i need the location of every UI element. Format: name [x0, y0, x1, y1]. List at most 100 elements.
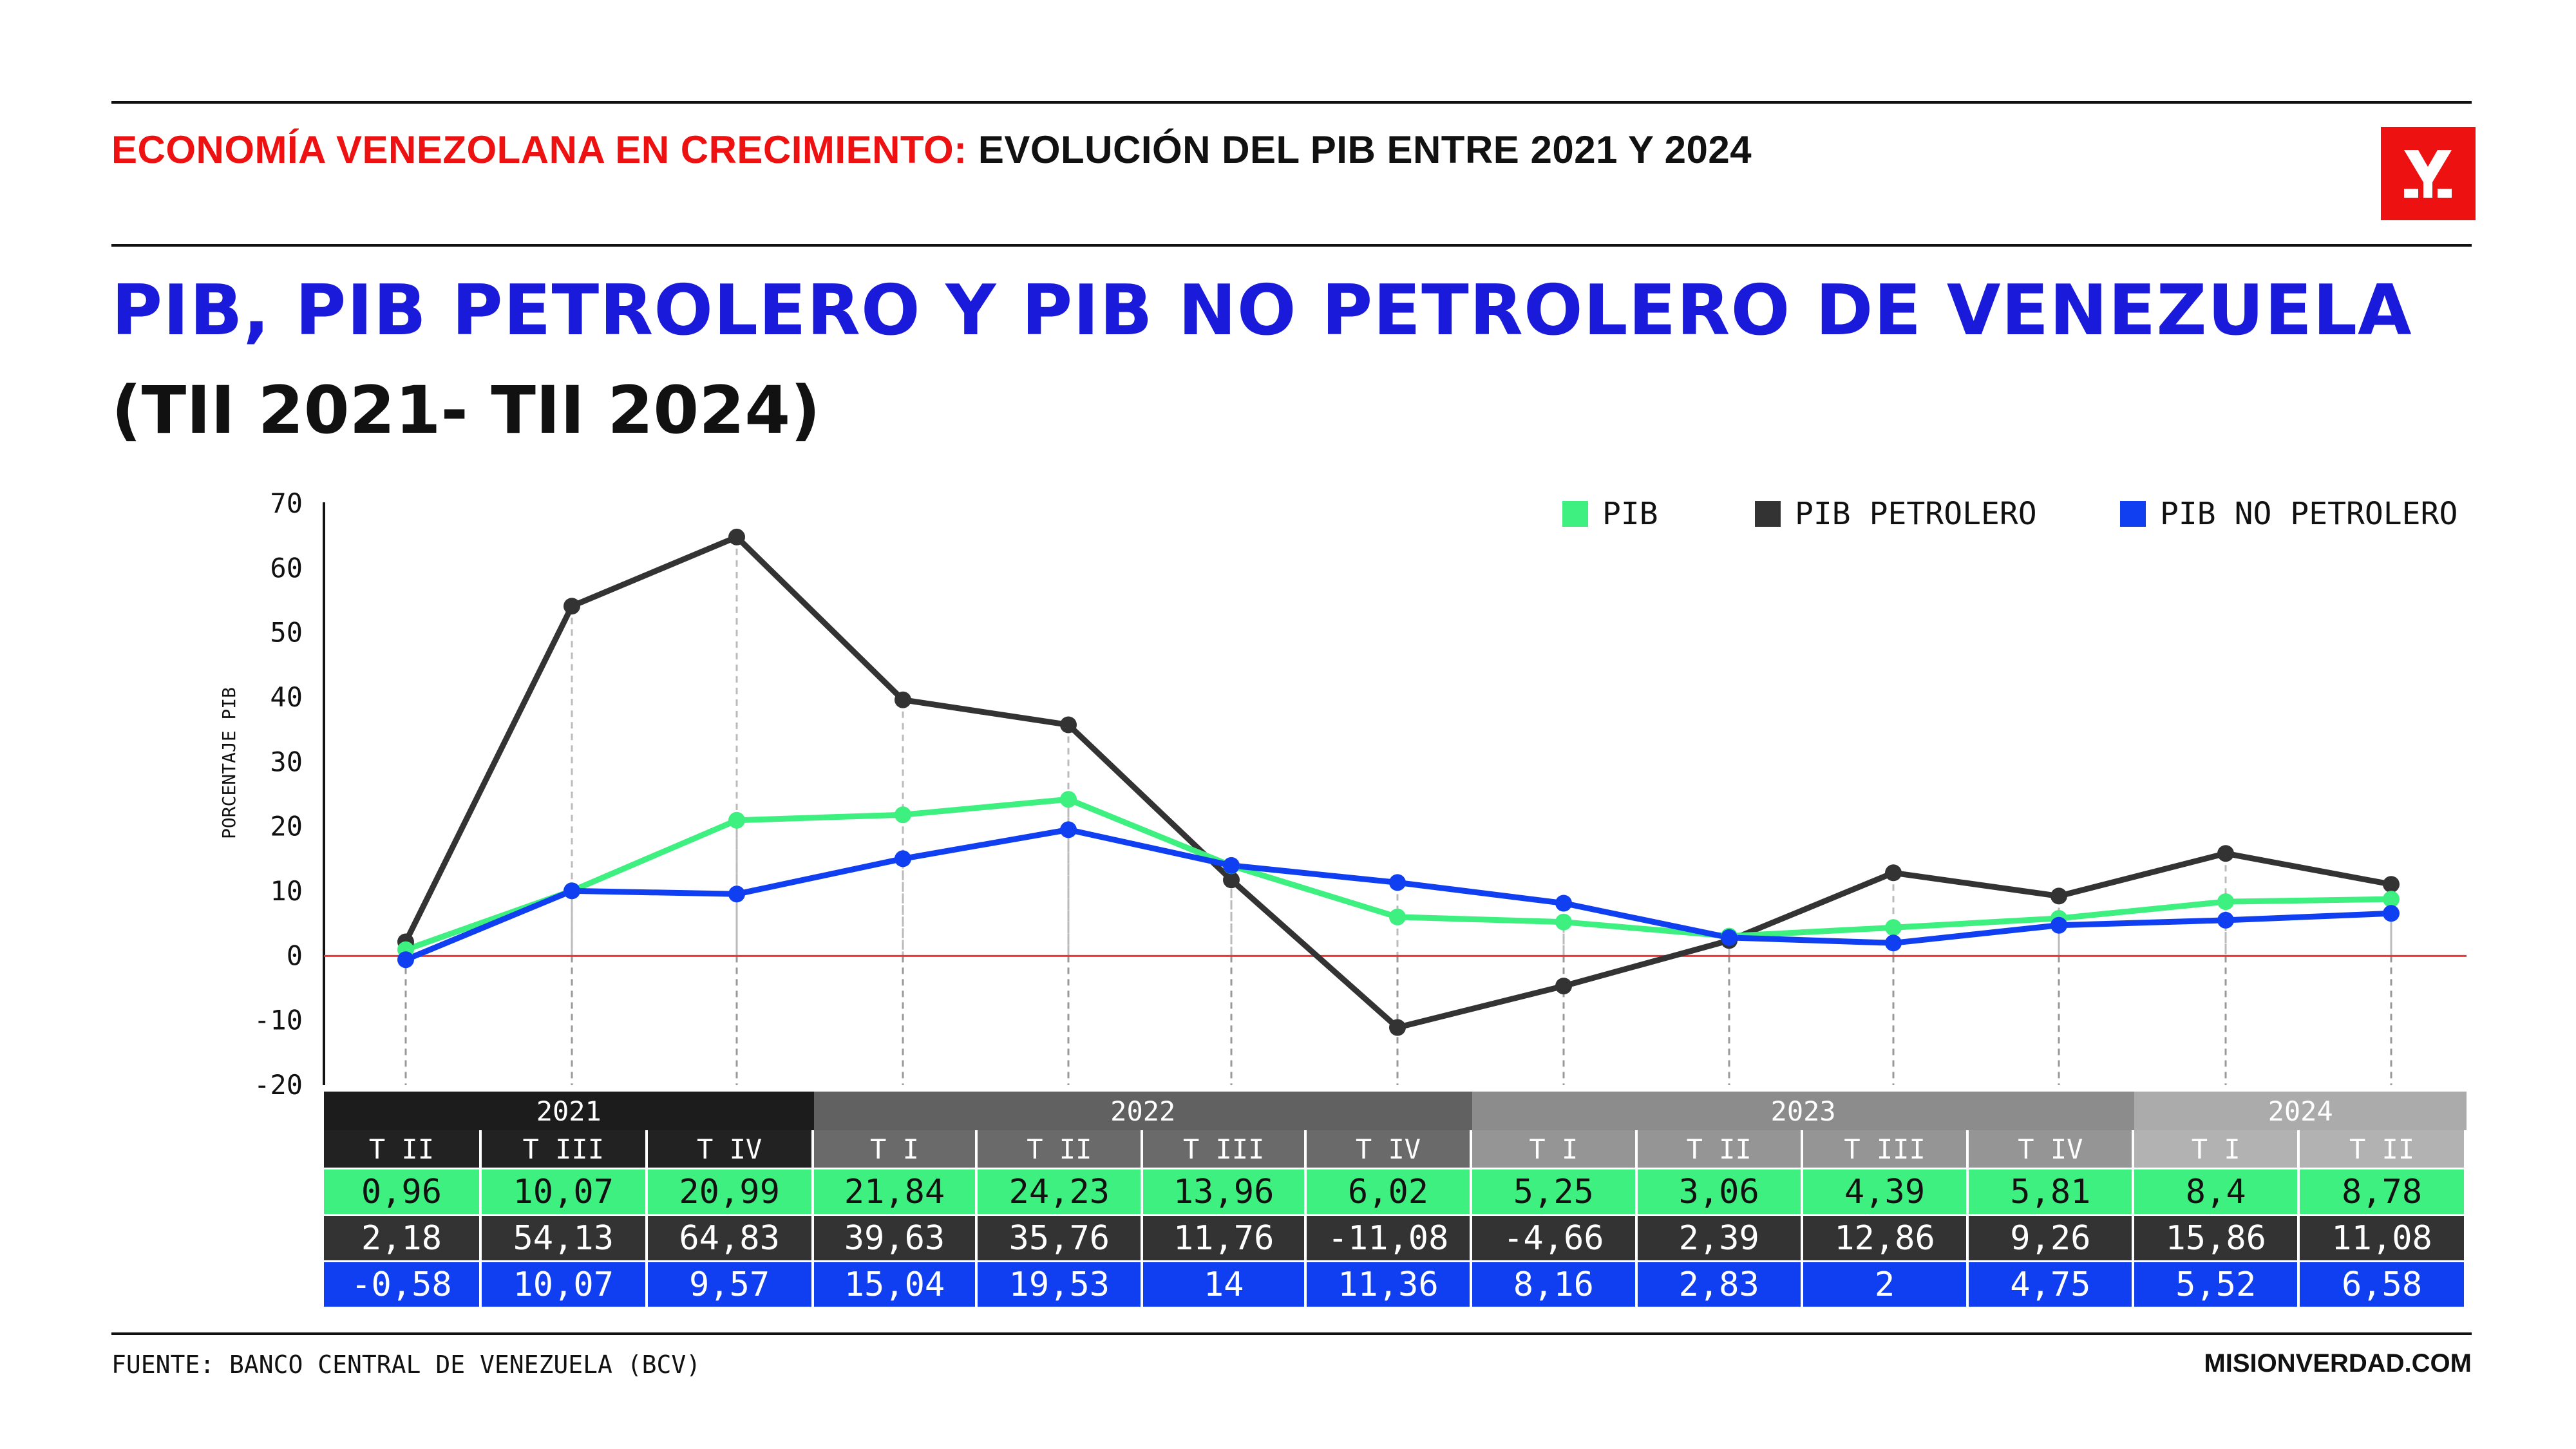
table-cell: 8,4: [2134, 1168, 2300, 1214]
table-cell: 8,78: [2300, 1168, 2467, 1214]
top-rule: [111, 101, 2472, 104]
line-chart: 70 60 50 40 30 20 10 0 -10 -20 PORCENTAJE PIB: [218, 488, 2467, 1095]
data-point-pib-no-petrolero: [1555, 895, 1572, 912]
data-point-pib-petrolero: [1060, 716, 1077, 734]
table-cell: 5,52: [2134, 1260, 2300, 1307]
table-cell: 2,83: [1637, 1260, 1803, 1307]
table-cell: 0,96: [324, 1168, 482, 1214]
quarter-header-cell: T I: [1472, 1130, 1638, 1168]
legend-label-pib-no-petrolero: PIB NO PETROLERO: [2160, 496, 2458, 532]
legend-swatch-pib: [1562, 501, 1588, 527]
data-point-pib-no-petrolero: [2217, 911, 2234, 929]
table-cell: 9,57: [647, 1260, 814, 1307]
legend-item-pib-no-petrolero: PIB NO PETROLERO: [2120, 496, 2458, 532]
data-point-pib-petrolero: [728, 528, 745, 545]
legend-item-pib: PIB: [1562, 496, 1658, 532]
table-cell: 6,58: [2300, 1260, 2467, 1307]
y-tick-label: 30: [270, 746, 303, 777]
data-point-pib-petrolero: [1223, 871, 1240, 889]
data-point-pib-petrolero: [2383, 876, 2400, 893]
table-cell: 11,36: [1307, 1260, 1472, 1307]
table-cell: -0,58: [324, 1260, 482, 1307]
table-cell: 8,16: [1472, 1260, 1638, 1307]
data-point-pib-no-petrolero: [1389, 874, 1406, 891]
y-tick-label: -10: [254, 1005, 303, 1036]
data-point-pib: [1060, 791, 1077, 808]
chart-title: PIB, PIB PETROLERO Y PIB NO PETROLERO DE…: [111, 270, 2412, 351]
table-cell: 64,83: [647, 1214, 814, 1260]
table-cell: 19,53: [978, 1260, 1144, 1307]
legend-swatch-pib-no-petrolero: [2120, 501, 2146, 527]
table-cell: 54,13: [481, 1214, 648, 1260]
data-point-pib-no-petrolero: [2050, 916, 2067, 934]
data-point-pib-petrolero: [1555, 978, 1572, 995]
data-point-pib-no-petrolero: [1223, 857, 1240, 874]
legend-item-pib-petrolero: PIB PETROLERO: [1755, 496, 2037, 532]
table-cell: 10,07: [481, 1168, 648, 1214]
table-cell: 24,23: [978, 1168, 1144, 1214]
data-point-pib-no-petrolero: [728, 886, 745, 903]
year-header-cell: 2022: [813, 1092, 1472, 1130]
source-note: FUENTE: BANCO CENTRAL DE VENEZUELA (BCV): [111, 1350, 701, 1379]
kicker-highlight: ECONOMÍA VENEZOLANA EN CRECIMIENTO:: [111, 128, 967, 171]
table-cell: 20,99: [647, 1168, 814, 1214]
table-row-pib-no-petrolero: -0,58 10,07 9,57 15,04 19,53 14 11,36 8,16 2,83 2…: [324, 1260, 2467, 1307]
table-cell: 4,39: [1803, 1168, 1969, 1214]
table-cell: 11,08: [2300, 1214, 2467, 1260]
site-link[interactable]: MISIONVERDAD.COM: [2204, 1349, 2472, 1378]
data-point-pib-petrolero: [1885, 864, 1902, 882]
quarter-header-cell: T III: [481, 1130, 648, 1168]
table-row-pib-petrolero: 2,18 54,13 64,83 39,63 35,76 11,76 -11,08 -4,66…: [324, 1214, 2467, 1260]
legend-label-pib: PIB: [1602, 496, 1658, 532]
quarter-header-cell: T II: [978, 1130, 1144, 1168]
legend-swatch-pib-petrolero: [1755, 501, 1781, 527]
data-point-pib: [728, 811, 745, 829]
quarter-header-cell: T IV: [647, 1130, 814, 1168]
year-header-cell: 2024: [2134, 1092, 2467, 1130]
table-cell: 9,26: [1969, 1214, 2135, 1260]
y-tick-label: 40: [270, 681, 303, 713]
table-cell: 10,07: [481, 1260, 648, 1307]
quarter-header-cell: T III: [1143, 1130, 1307, 1168]
table-cell: 21,84: [813, 1168, 978, 1214]
logo-glyph: [2404, 150, 2452, 198]
data-point-pib-petrolero: [895, 691, 911, 708]
table-cell: 2,18: [324, 1214, 482, 1260]
data-point-pib-no-petrolero: [397, 951, 414, 969]
data-point-pib-petrolero: [2217, 845, 2234, 862]
misionverdad-logo-icon[interactable]: [2381, 127, 2476, 220]
data-point-pib: [2383, 891, 2400, 908]
table-cell: 6,02: [1307, 1168, 1472, 1214]
table-cell: 5,81: [1969, 1168, 2135, 1214]
table-cell: 2: [1803, 1260, 1969, 1307]
y-tick-label: 10: [270, 875, 303, 907]
data-point-pib-no-petrolero: [1885, 934, 1902, 952]
table-cell: 3,06: [1637, 1168, 1803, 1214]
table-cell: 13,96: [1143, 1168, 1307, 1214]
quarter-header-cell: T II: [2300, 1130, 2467, 1168]
quarter-header-cell: T IV: [1969, 1130, 2135, 1168]
data-point-pib-no-petrolero: [1060, 821, 1077, 838]
table-cell: -4,66: [1472, 1214, 1638, 1260]
quarter-header-cell: T III: [1803, 1130, 1969, 1168]
data-point-pib: [2217, 893, 2234, 911]
data-point-pib: [1389, 908, 1406, 925]
data-point-pib-no-petrolero: [895, 850, 911, 867]
quarter-header-cell: T II: [1637, 1130, 1803, 1168]
header-rule: [111, 244, 2472, 247]
table-cell: 4,75: [1969, 1260, 2135, 1307]
quarter-header-cell: T IV: [1307, 1130, 1472, 1168]
data-point-pib-no-petrolero: [564, 882, 580, 900]
legend-label-pib-petrolero: PIB PETROLERO: [1795, 496, 2037, 532]
table-cell: 11,76: [1143, 1214, 1307, 1260]
year-header-cell: 2021: [324, 1092, 814, 1130]
year-header-cell: 2023: [1472, 1092, 2135, 1130]
data-point-pib-petrolero: [1389, 1019, 1406, 1036]
chart-subtitle: (TII 2021- TII 2024): [111, 372, 820, 449]
data-point-pib: [895, 806, 911, 824]
data-point-pib-no-petrolero: [1721, 929, 1738, 946]
y-tick-label: 0: [287, 940, 303, 971]
y-tick-label: -20: [254, 1069, 303, 1095]
data-point-pib-no-petrolero: [2383, 905, 2400, 922]
